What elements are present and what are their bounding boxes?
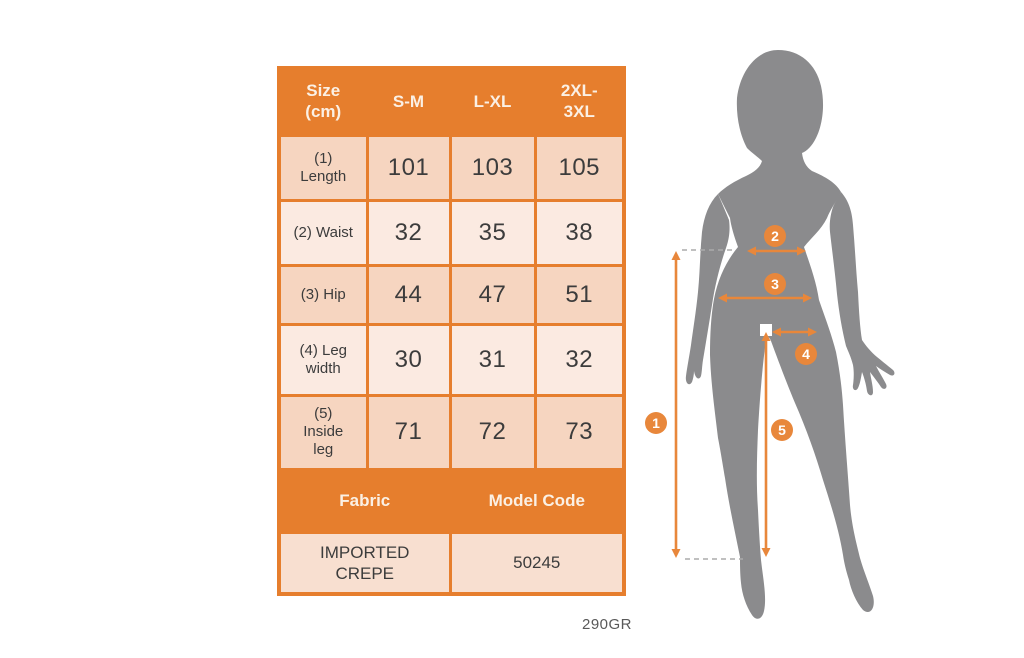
inside-leg-value-2xl3xl: 73	[533, 393, 626, 471]
waist-value-lxl: 35	[448, 198, 537, 267]
fabric-modelcode-header-row: Fabric Model Code	[277, 467, 626, 534]
female-silhouette	[710, 50, 874, 619]
size-unit-header: Size (cm)	[277, 66, 369, 137]
table-row-length: (1) Length 101 103 105	[277, 133, 626, 202]
measure-arrow-inside-leg	[761, 332, 771, 557]
row-label-waist: (2) Waist	[277, 198, 369, 267]
measure-badge-4: 4	[795, 343, 817, 365]
fabric-modelcode-value-row: IMPORTED CREPE 50245	[277, 530, 626, 596]
measure-arrow-length	[671, 251, 681, 558]
hip-value-2xl3xl: 51	[533, 263, 626, 326]
size-table-header-row: Size (cm) S-M L-XL 2XL- 3XL	[277, 66, 626, 137]
measure-arrow-leg-width	[772, 327, 817, 337]
column-header-lxl: L-XL	[448, 66, 537, 137]
length-value-lxl: 103	[448, 133, 537, 202]
fabric-value: IMPORTED CREPE	[277, 530, 452, 596]
silhouette-left-arm	[685, 194, 730, 385]
table-row-inside-leg: (5) Inside leg 71 72 73	[277, 393, 626, 471]
leg-width-value-sm: 30	[365, 322, 452, 397]
svg-text:5: 5	[778, 422, 786, 438]
size-table: Size (cm) S-M L-XL 2XL- 3XL (1) Length 1…	[277, 66, 626, 596]
waist-value-sm: 32	[365, 198, 452, 267]
measure-arrow-waist	[747, 246, 806, 256]
inside-leg-value-lxl: 72	[448, 393, 537, 471]
fabric-weight-label: 290GR	[581, 616, 633, 633]
measure-arrow-hip	[718, 293, 812, 303]
svg-text:3: 3	[771, 276, 779, 292]
waist-value-2xl3xl: 38	[533, 198, 626, 267]
measure-badge-5: 5	[771, 419, 793, 441]
svg-text:4: 4	[802, 346, 810, 362]
table-row-hip: (3) Hip 44 47 51	[277, 263, 626, 326]
column-header-sm: S-M	[365, 66, 452, 137]
hip-value-lxl: 47	[448, 263, 537, 326]
measure-badge-2: 2	[764, 225, 786, 247]
leg-width-value-2xl3xl: 32	[533, 322, 626, 397]
table-row-leg-width: (4) Leg width 30 31 32	[277, 322, 626, 397]
silhouette-right-arm	[829, 192, 895, 396]
column-header-2xl3xl: 2XL- 3XL	[533, 66, 626, 137]
row-label-leg-width: (4) Leg width	[277, 322, 369, 397]
row-label-inside-leg: (5) Inside leg	[277, 393, 369, 471]
length-value-2xl3xl: 105	[533, 133, 626, 202]
length-value-sm: 101	[365, 133, 452, 202]
svg-text:2: 2	[771, 228, 779, 244]
inside-leg-value-sm: 71	[365, 393, 452, 471]
model-code-value: 50245	[448, 530, 626, 596]
hip-value-sm: 44	[365, 263, 452, 326]
fabric-header: Fabric	[277, 467, 452, 534]
inside-leg-start-notch	[760, 324, 772, 336]
table-row-waist: (2) Waist 32 35 38	[277, 198, 626, 267]
body-measure-figure: 1 2 3 4 5	[645, 50, 895, 619]
measure-badge-1: 1	[645, 412, 667, 434]
model-code-header: Model Code	[448, 467, 626, 534]
row-label-length: (1) Length	[277, 133, 369, 202]
svg-text:1: 1	[652, 415, 660, 431]
row-label-hip: (3) Hip	[277, 263, 369, 326]
measure-badge-3: 3	[764, 273, 786, 295]
leg-width-value-lxl: 31	[448, 322, 537, 397]
